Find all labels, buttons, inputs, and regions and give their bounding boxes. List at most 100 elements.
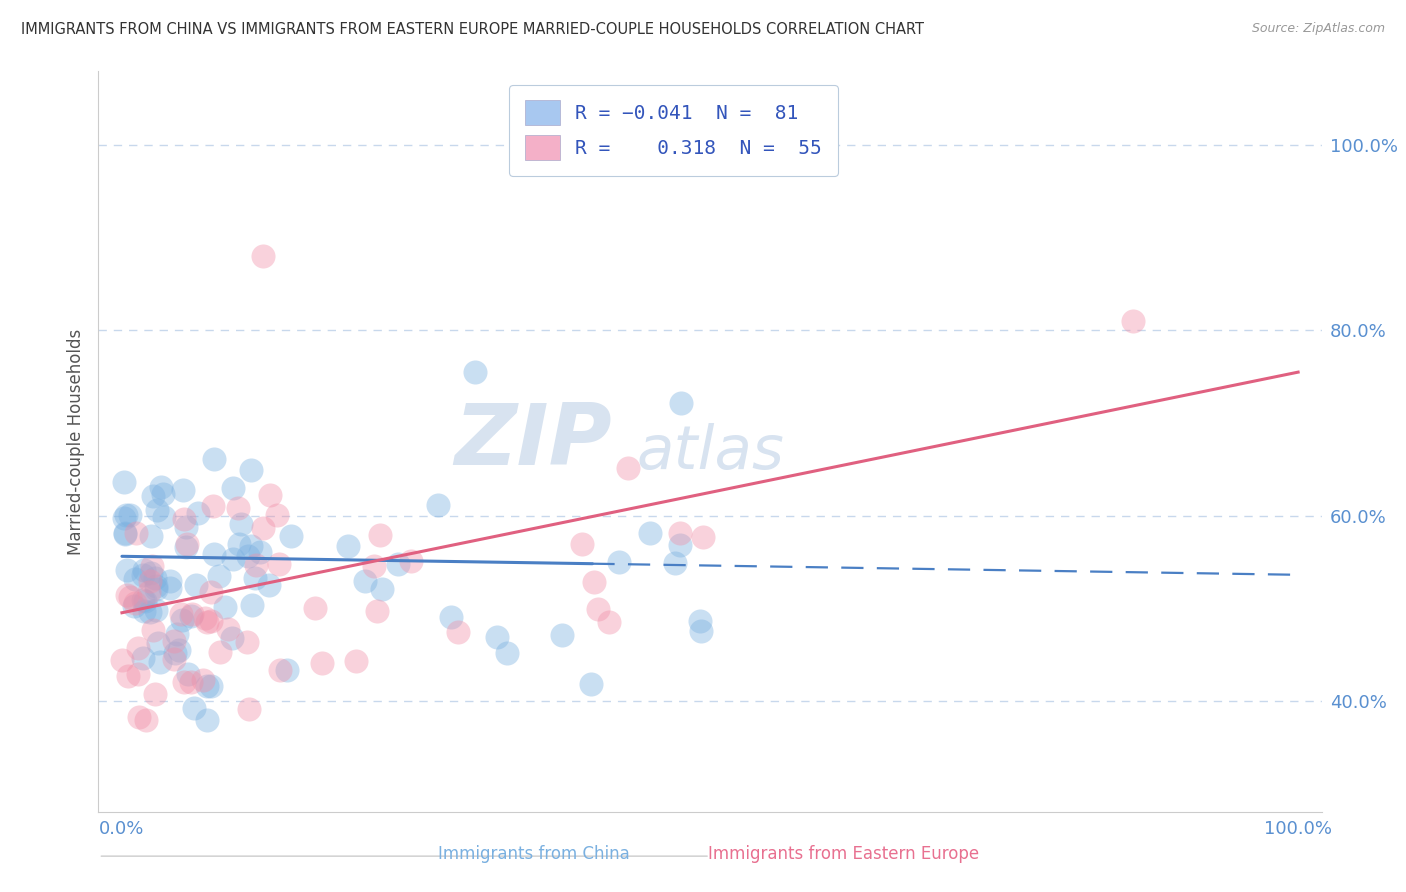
Point — [145, 603, 167, 617]
Point — [115, 563, 138, 577]
Point — [194, 611, 217, 625]
Point — [447, 624, 470, 639]
Text: Source: ZipAtlas.com: Source: ZipAtlas.com — [1251, 22, 1385, 36]
Point — [183, 701, 205, 715]
Point — [354, 574, 377, 588]
Point — [228, 537, 250, 551]
Point — [173, 675, 195, 690]
Point — [252, 250, 274, 264]
Point — [221, 631, 243, 645]
Point — [200, 584, 222, 599]
Point — [146, 502, 169, 516]
Point — [134, 563, 156, 577]
Point — [152, 486, 174, 500]
Point — [141, 559, 163, 574]
Point — [581, 677, 603, 691]
Point — [231, 517, 253, 532]
Point — [336, 539, 359, 553]
Point — [236, 549, 259, 563]
Point — [139, 529, 162, 543]
Point — [165, 646, 187, 660]
Point — [598, 615, 620, 629]
Point — [169, 642, 191, 657]
Point — [122, 599, 145, 614]
Point — [132, 593, 155, 607]
Point — [124, 596, 146, 610]
Text: IMMIGRANTS FROM CHINA VS IMMIGRANTS FROM EASTERN EUROPE MARRIED-COUPLE HOUSEHOLD: IMMIGRANTS FROM CHINA VS IMMIGRANTS FROM… — [21, 22, 924, 37]
Point — [249, 545, 271, 559]
Point — [245, 558, 267, 572]
Point — [145, 579, 167, 593]
Point — [426, 498, 449, 512]
Point — [638, 526, 661, 541]
Point — [117, 669, 139, 683]
Point — [176, 537, 198, 551]
Point — [240, 598, 263, 612]
Point — [1122, 314, 1144, 328]
Point — [184, 578, 207, 592]
Point — [169, 607, 191, 622]
Point — [173, 512, 195, 526]
Point — [208, 569, 231, 583]
Point — [202, 452, 225, 467]
Point — [669, 526, 692, 541]
Point — [200, 614, 222, 628]
Point — [159, 574, 181, 588]
Point — [346, 654, 368, 668]
Point — [153, 510, 176, 524]
Point — [485, 630, 508, 644]
Point — [124, 572, 146, 586]
Point — [145, 582, 167, 596]
Point — [139, 574, 162, 589]
Point — [177, 667, 200, 681]
Point — [571, 537, 593, 551]
Point — [252, 521, 274, 535]
Point — [127, 666, 149, 681]
Point — [145, 572, 167, 586]
Legend: R = −0.041  N =  81, R =    0.318  N =  55: R = −0.041 N = 81, R = 0.318 N = 55 — [509, 85, 838, 176]
Point — [187, 507, 209, 521]
Point — [239, 539, 262, 553]
Point — [174, 540, 197, 554]
Point — [689, 614, 711, 628]
Point — [138, 584, 160, 599]
Point — [671, 395, 693, 409]
Point — [112, 511, 135, 525]
Point — [226, 500, 249, 515]
Point — [148, 636, 170, 650]
Point — [257, 578, 280, 592]
Point — [259, 487, 281, 501]
Point — [692, 530, 714, 544]
Point — [363, 559, 385, 574]
Point — [664, 556, 686, 570]
Point — [236, 635, 259, 649]
Point — [304, 601, 326, 615]
Point — [583, 575, 606, 590]
Point — [172, 483, 194, 497]
Point — [138, 605, 160, 619]
Point — [217, 623, 239, 637]
Point — [195, 615, 218, 629]
Text: Immigrants from China: Immigrants from China — [439, 846, 630, 863]
Point — [114, 527, 136, 541]
Point — [115, 508, 138, 522]
Point — [266, 508, 288, 522]
Y-axis label: Married-couple Households: Married-couple Households — [66, 328, 84, 555]
Text: atlas: atlas — [637, 423, 785, 483]
Text: ZIP: ZIP — [454, 400, 612, 483]
Point — [202, 500, 225, 514]
Point — [609, 555, 631, 569]
Point — [174, 519, 197, 533]
Point — [214, 599, 236, 614]
Point — [439, 610, 461, 624]
Point — [221, 481, 243, 495]
Point — [134, 593, 156, 607]
Point — [180, 675, 202, 690]
Point — [269, 557, 291, 571]
Point — [159, 582, 181, 596]
Point — [118, 508, 141, 522]
Point — [142, 623, 165, 637]
Point — [114, 526, 136, 541]
Point — [370, 582, 392, 596]
Point — [464, 365, 486, 379]
